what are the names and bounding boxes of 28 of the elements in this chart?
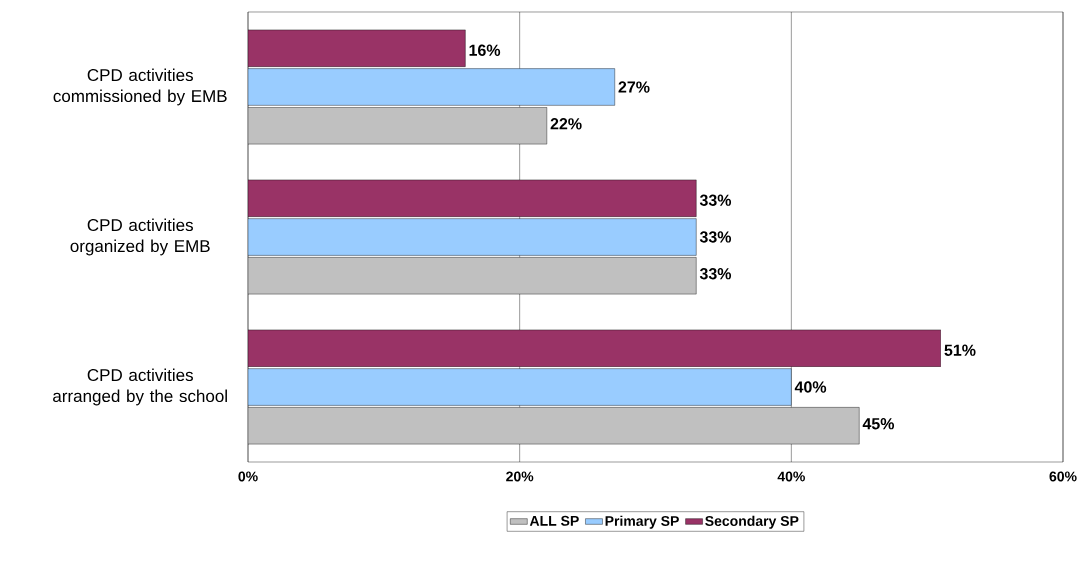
bar (248, 368, 792, 406)
x-tick-label: 60% (1049, 471, 1077, 482)
data-label: 51% (944, 344, 976, 356)
data-label: 33% (699, 268, 732, 280)
bar (248, 68, 615, 106)
data-label: 27% (618, 81, 650, 93)
bar (248, 218, 697, 256)
data-label: 16% (469, 44, 501, 56)
y-tick-label: CPD activities commissioned by EMB (53, 68, 227, 106)
x-tick-label: 20% (506, 471, 534, 482)
bar (248, 407, 860, 445)
data-label: 33% (699, 194, 732, 206)
bar (248, 329, 941, 367)
x-tick-label: 40% (777, 471, 805, 482)
legend-label: Primary SP (605, 515, 679, 529)
bar (248, 29, 466, 67)
data-label: 22% (550, 118, 582, 130)
y-tick-label: CPD activities organized by EMB (70, 218, 210, 256)
data-label: 45% (862, 418, 895, 430)
bar (248, 257, 697, 295)
data-label: 33% (699, 231, 732, 243)
y-tick-label: CPD activities arranged by the school (53, 368, 227, 406)
bar (248, 179, 697, 217)
legend-label: ALL SP (529, 515, 579, 526)
data-label: 40% (794, 381, 827, 393)
legend-label: Secondary SP (705, 515, 799, 529)
bar (248, 107, 548, 145)
x-tick-label: 0% (238, 471, 258, 482)
